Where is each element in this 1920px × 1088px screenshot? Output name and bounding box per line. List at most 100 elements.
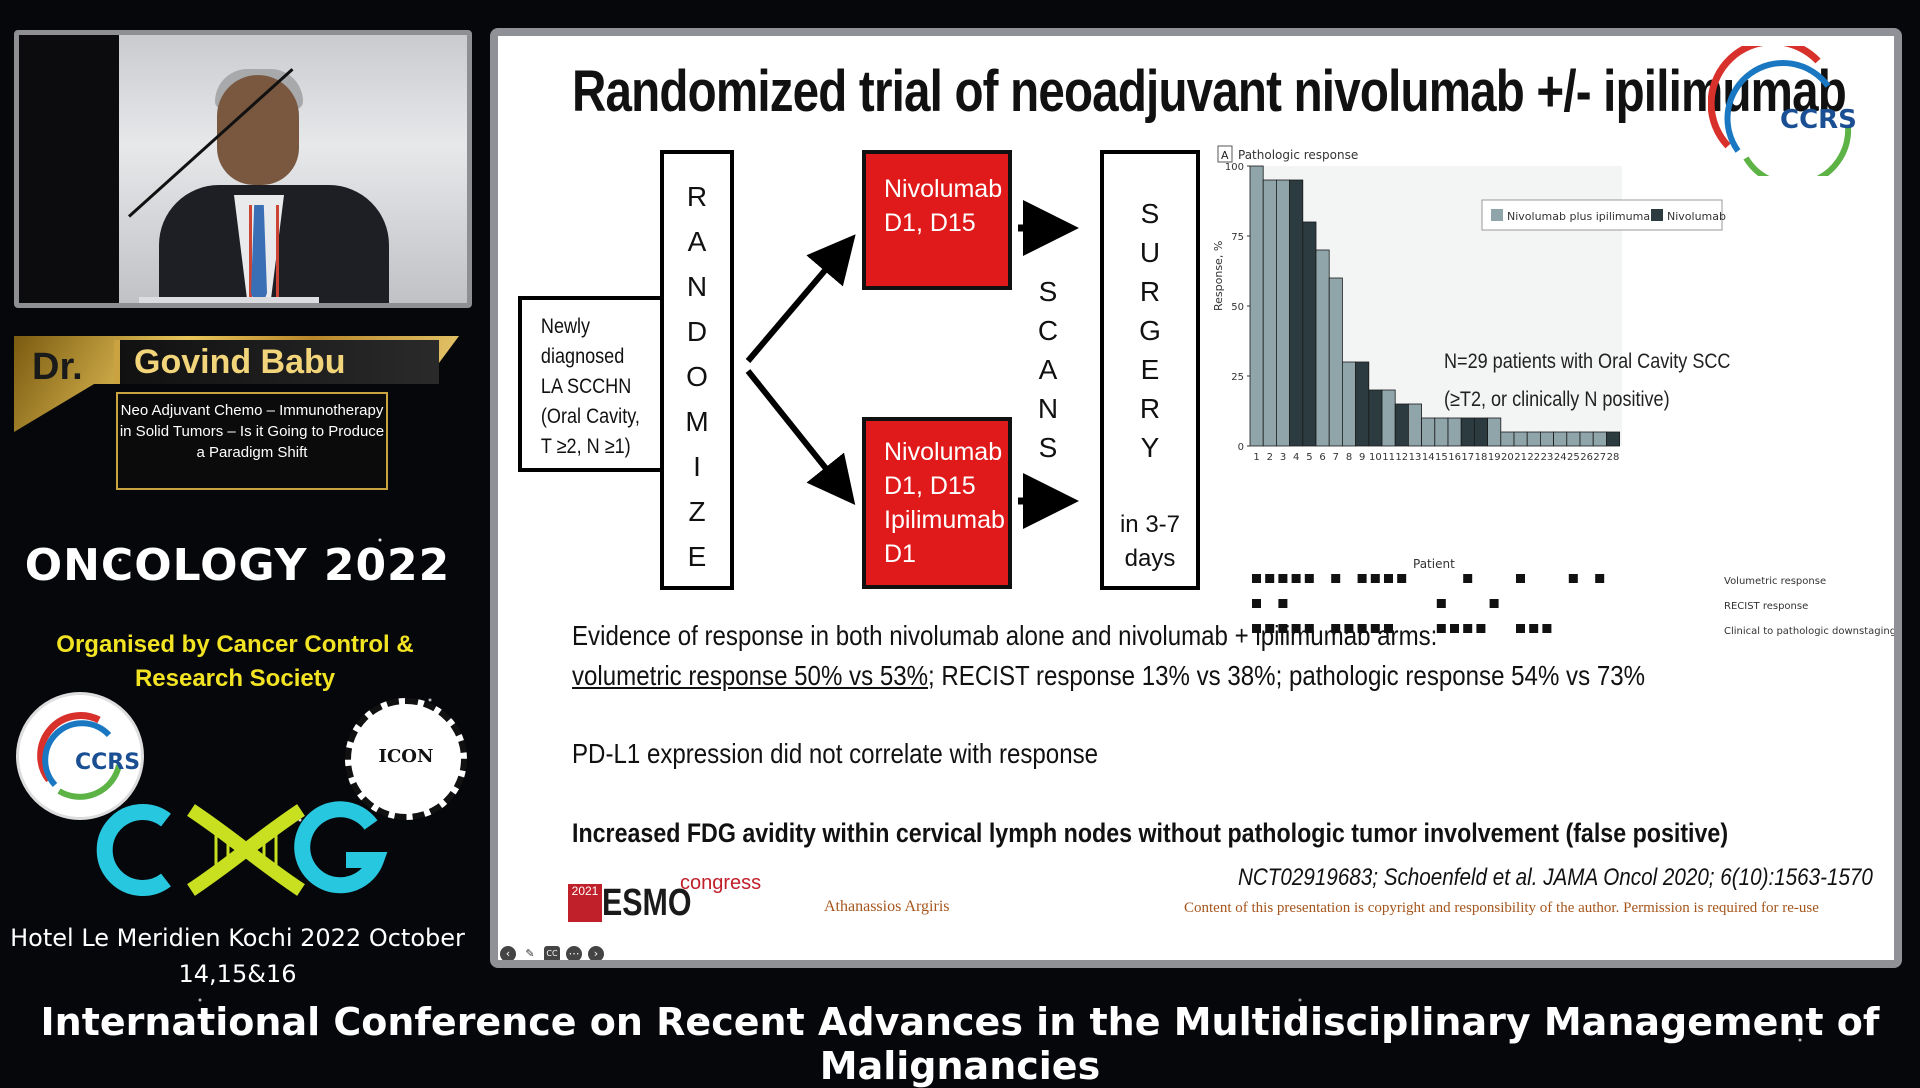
speaker-prefix: Dr. [32,346,83,388]
bar-patient-12 [1394,403,1409,447]
bar-patient-6 [1315,249,1330,447]
x-tick-label: 6 [1319,452,1325,463]
x-tick-label: 22 [1527,452,1540,463]
slide-title: Randomized trial of neoadjuvant nivoluma… [572,59,1847,124]
citation-text: NCT02919683; Schoenfeld et al. JAMA Onco… [1238,864,1873,891]
response-marker [1278,624,1288,633]
chart-title: Pathologic response [1238,148,1358,162]
legend-swatch-nivo [1651,209,1663,221]
bar-patient-1 [1249,165,1264,447]
bar-patient-10 [1368,389,1383,447]
response-marker [1516,624,1525,633]
y-tick-label: 50 [1231,302,1244,313]
response-marker [1436,599,1446,608]
row-label-volumetric: Volumetric response [1724,576,1826,587]
x-tick-label: 12 [1395,452,1408,463]
x-tick-label: 7 [1333,452,1339,463]
response-marker [1252,599,1261,608]
y-tick-label: 25 [1231,372,1244,383]
x-tick-label: 4 [1293,452,1299,463]
x-tick-label: 21 [1514,452,1527,463]
chart-panel-label: A [1221,149,1229,162]
response-marker [1252,624,1261,633]
next-icon[interactable]: › [588,946,604,960]
bar-patient-7 [1328,277,1343,447]
x-tick-label: 13 [1409,452,1422,463]
arm-nivolumab-box: Nivolumab D1, D15 [862,150,1012,290]
recist-response-text: ; RECIST response 13% vs 38%; [928,660,1289,691]
response-marker [1252,574,1261,583]
speaker-nameplate: Dr. Govind Babu [14,336,459,432]
response-marker [1357,574,1367,583]
icon-logo-text: ICON [378,746,434,767]
response-marker [1278,574,1288,583]
bar-patient-9 [1355,361,1370,447]
presentation-slide: Randomized trial of neoadjuvant nivoluma… [490,28,1902,968]
captions-icon[interactable]: CC [544,946,560,960]
bar-patient-8 [1341,361,1356,447]
x-tick-label: 3 [1280,452,1286,463]
bar-patient-19 [1487,417,1502,447]
bar-patient-4 [1289,179,1304,447]
arm-nivolumab-ipilimumab-box: Nivolumab D1, D15 Ipilimumab D1 [862,417,1012,589]
response-marker [1450,624,1459,633]
x-tick-label: 14 [1422,452,1435,463]
ccrs-logo: CCRS [16,692,144,820]
bar-patient-17 [1460,417,1475,447]
bar-patient-24 [1553,431,1568,447]
response-marker [1595,574,1605,583]
response-marker [1291,624,1301,633]
x-tick-label: 18 [1475,452,1488,463]
x-tick-label: 16 [1448,452,1461,463]
more-icon[interactable]: ⋯ [566,946,582,960]
bar-patient-11 [1381,389,1396,447]
organiser-text: Organised by Cancer Control & Research S… [56,631,414,692]
volumetric-response-text: volumetric response 50% vs 53% [572,660,929,691]
x-tick-label: 8 [1346,452,1352,463]
speaker-name: Govind Babu [114,340,439,384]
cxg-logo [96,800,396,900]
bar-patient-22 [1526,431,1541,447]
response-marker [1304,574,1314,583]
x-tick-label: 15 [1435,452,1448,463]
response-marker [1331,574,1341,583]
x-tick-label: 17 [1461,452,1474,463]
flow-arrows [745,200,1079,529]
response-marker [1436,624,1446,633]
bar-patient-25 [1566,431,1581,447]
copyright-text: Content of this presentation is copyrigh… [1184,900,1819,916]
response-marker [1370,624,1380,633]
bar-patient-21 [1513,431,1528,447]
response-marker [1370,574,1380,583]
event-name: ONCOLOGY 2022 [24,540,451,591]
evidence-line-1: Evidence of response in both nivolumab a… [572,620,1438,651]
y-tick-label: 100 [1225,162,1244,173]
x-tick-label: 28 [1607,452,1620,463]
response-marker [1265,624,1275,633]
pen-icon[interactable]: ✎ [525,947,535,960]
legend-label-nivo: Nivolumab [1667,210,1726,223]
fdg-text: Increased FDG avidity within cervical ly… [572,818,1729,848]
response-marker [1489,599,1499,608]
bar-patient-13 [1407,403,1422,447]
response-marker [1476,624,1486,633]
row-label-recist: RECIST response [1724,601,1808,612]
venue-text: Hotel Le Meridien Kochi 2022 October 14,… [10,924,465,988]
bar-patient-23 [1539,431,1554,447]
x-tick-label: 9 [1359,452,1365,463]
response-marker [1463,624,1473,633]
row-label-downstaging: Clinical to pathologic downstaging [1724,626,1896,637]
prev-icon[interactable]: ‹ [500,946,516,960]
icon-logo: ICON [345,698,467,820]
response-marker [1516,574,1525,583]
x-tick-label: 1 [1253,452,1259,463]
bar-patient-18 [1473,417,1488,447]
x-tick-label: 25 [1567,452,1580,463]
response-marker [1304,624,1314,633]
chart-legend [1481,199,1723,231]
bar-patient-5 [1302,221,1317,447]
x-tick-label: 2 [1267,452,1273,463]
